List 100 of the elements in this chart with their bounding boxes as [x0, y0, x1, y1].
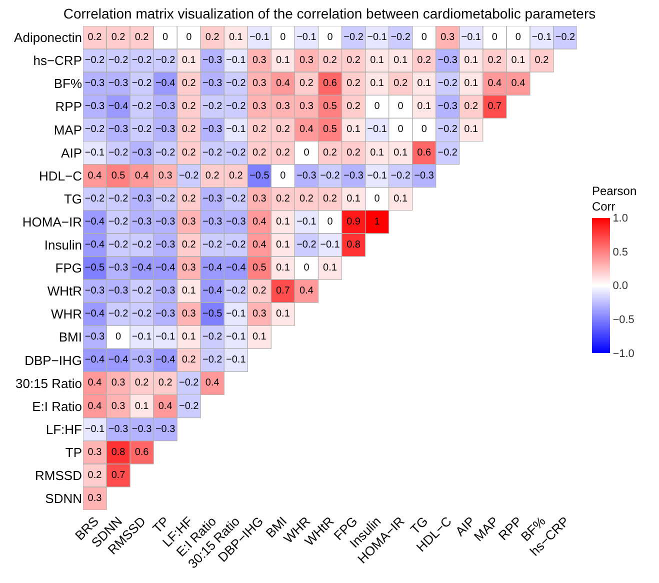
y-tick-label: TP — [65, 444, 82, 460]
data-label: 0.2 — [252, 124, 267, 136]
data-label: −0.4 — [202, 286, 223, 297]
data-label: −0.1 — [461, 32, 482, 44]
data-label: 0 — [515, 32, 522, 44]
data-label: −0.1 — [250, 32, 270, 44]
data-label: −0.2 — [438, 78, 458, 90]
data-label: −0.2 — [344, 32, 364, 44]
data-label: −0.3 — [155, 424, 176, 435]
data-label: 0.2 — [182, 193, 196, 204]
data-label: 0 — [280, 170, 286, 182]
color-bar-label: −1.0 — [612, 348, 634, 360]
data-label: 0.1 — [346, 124, 361, 136]
data-label: 0 — [304, 262, 310, 274]
data-label: 0.3 — [300, 101, 314, 112]
data-label: 0.2 — [394, 78, 408, 90]
data-label: 0 — [398, 101, 404, 112]
data-label: 0 — [421, 124, 428, 136]
data-label: 0.1 — [394, 147, 408, 158]
data-label: 0.1 — [417, 78, 432, 90]
data-label: −0.3 — [226, 216, 246, 228]
data-label: −0.1 — [155, 332, 176, 343]
data-label: −0.3 — [132, 193, 152, 204]
data-label: −0.2 — [390, 170, 411, 182]
data-label: 0.3 — [88, 492, 102, 504]
data-label: 0 — [116, 332, 122, 343]
data-label: −0.2 — [132, 239, 152, 250]
data-label: −0.2 — [132, 308, 152, 320]
data-label: 0.4 — [276, 78, 290, 90]
data-label: 0.9 — [346, 216, 361, 228]
data-label: −0.2 — [155, 147, 176, 158]
data-label: −0.3 — [132, 216, 152, 228]
data-label: −0.1 — [320, 239, 340, 250]
data-label: −0.3 — [84, 286, 106, 297]
data-label: −0.2 — [108, 193, 129, 204]
data-label: −0.3 — [155, 308, 176, 320]
y-tick-label: hs−CRP — [33, 53, 82, 68]
data-label: −0.2 — [226, 239, 246, 250]
data-label: 0.2 — [182, 354, 196, 366]
data-label: 0.4 — [300, 286, 314, 297]
data-label: 0.3 — [88, 446, 102, 458]
data-label: −0.2 — [390, 32, 411, 44]
data-label: 0.2 — [417, 55, 432, 66]
data-label: −0.2 — [296, 239, 317, 250]
data-label: −0.2 — [155, 193, 176, 204]
data-label: 0 — [327, 216, 334, 228]
data-label: −0.3 — [132, 354, 152, 366]
data-label: 0.3 — [182, 216, 196, 228]
data-label: 0.3 — [158, 170, 173, 182]
y-tick-label: HDL−C — [39, 168, 82, 184]
data-label: 0.1 — [134, 400, 150, 412]
data-label: 0.3 — [182, 308, 196, 320]
data-label: −0.1 — [296, 32, 317, 44]
y-tick-label: TG — [64, 191, 82, 206]
data-label: 0 — [327, 32, 334, 44]
data-label: 0.2 — [346, 78, 361, 90]
data-label: −0.4 — [132, 262, 152, 274]
data-label: −0.2 — [108, 216, 129, 228]
data-label: −0.5 — [84, 262, 106, 274]
color-bar-label: 0.5 — [612, 246, 628, 258]
data-label: 0.3 — [252, 78, 267, 90]
data-label: 0.2 — [276, 124, 290, 136]
data-label: 0.1 — [464, 55, 479, 66]
data-label: −0.3 — [108, 78, 129, 90]
data-label: −0.2 — [202, 354, 223, 366]
y-tick-label: Adiponectin — [14, 30, 82, 46]
data-label: 0.2 — [158, 378, 173, 389]
data-label: 0.1 — [346, 193, 361, 204]
data-label: −0.2 — [132, 78, 152, 90]
data-label: −0.2 — [438, 124, 458, 136]
data-label: −0.1 — [226, 354, 246, 366]
data-label: 0.2 — [346, 55, 361, 66]
data-label: −0.3 — [84, 332, 106, 343]
data-label: 0.1 — [464, 124, 479, 136]
y-tick-label: WHtR — [47, 284, 82, 299]
data-label: 0.2 — [182, 101, 196, 112]
data-label: −0.1 — [132, 332, 152, 343]
color-bar-title: Pearson Corr — [592, 184, 637, 214]
data-label: −0.1 — [296, 216, 317, 228]
data-label: 0.4 — [488, 78, 502, 90]
data-label: 0.4 — [252, 216, 267, 228]
data-label: −0.2 — [178, 378, 200, 389]
data-label: −0.3 — [296, 170, 317, 182]
data-label: 0.8 — [111, 446, 126, 458]
y-tick-label: FPG — [55, 260, 82, 276]
data-label: 0.1 — [323, 262, 338, 274]
data-label: 0.3 — [111, 378, 126, 389]
data-label: 0.5 — [111, 170, 126, 182]
data-label: −0.4 — [84, 216, 106, 228]
data-label: 0 — [492, 32, 498, 44]
data-label: −0.5 — [250, 170, 270, 182]
data-label: −0.3 — [202, 216, 223, 228]
data-label: 0.4 — [88, 170, 102, 182]
data-label: 0.2 — [252, 147, 267, 158]
data-label: −0.2 — [226, 193, 246, 204]
data-label: −0.1 — [226, 55, 246, 66]
chart-title: Correlation matrix visualization of the correlation between cardiometabolic parameters — [63, 6, 596, 22]
data-label: 0 — [421, 32, 428, 44]
data-label: −0.4 — [108, 101, 129, 112]
data-label: 0.3 — [111, 400, 126, 412]
